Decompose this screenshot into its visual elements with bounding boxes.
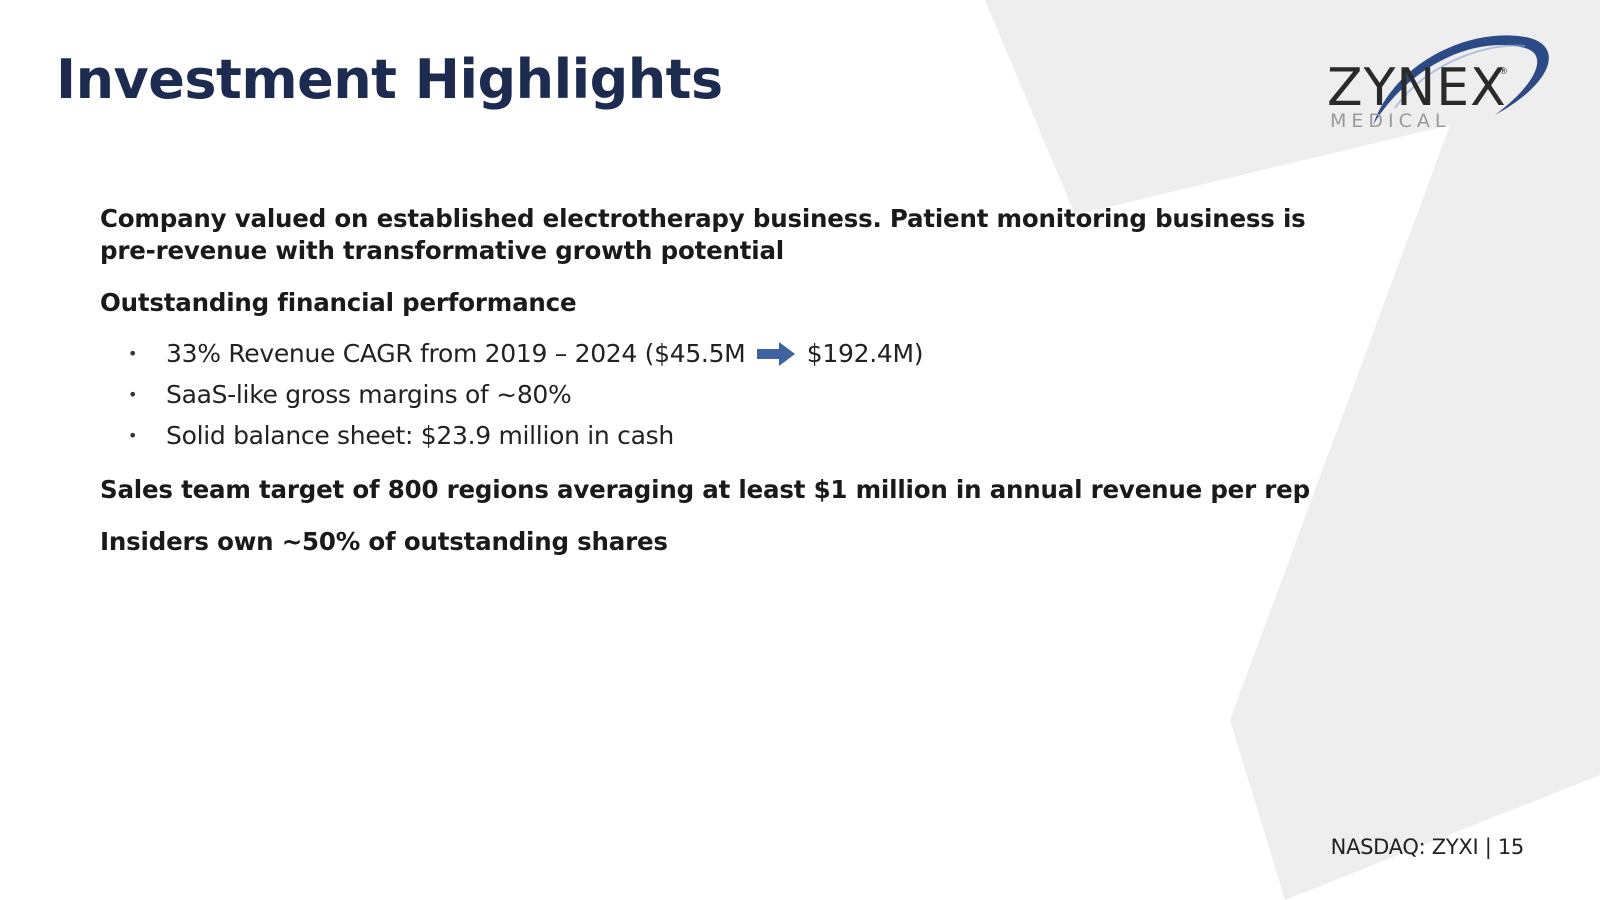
bullet-item: • SaaS-like gross margins of ~80% — [100, 374, 1350, 415]
zynex-medical-logo: ZYNEX ® MEDICAL — [1325, 30, 1565, 140]
bullet-dot: • — [128, 385, 138, 404]
highlight-heading: Sales team target of 800 regions averagi… — [100, 475, 1310, 504]
bullet-dot: • — [128, 344, 138, 363]
highlight-heading: Outstanding financial performance — [100, 288, 577, 317]
slide-title: Investment Highlights — [56, 48, 723, 111]
highlight-heading: Company valued on established electrothe… — [100, 204, 1306, 265]
right-arrow-icon — [757, 342, 796, 366]
financial-bullets: • 33% Revenue CAGR from 2019 – 2024 ($45… — [100, 333, 1350, 456]
bullet-dot: • — [128, 426, 138, 445]
bullet-item: • Solid balance sheet: $23.9 million in … — [100, 415, 1350, 456]
footer-ticker-page-number: NASDAQ: ZYXI | 15 — [1330, 835, 1525, 859]
logo-subtitle-text: MEDICAL — [1330, 110, 1450, 132]
highlights-list: Company valued on established electrothe… — [100, 203, 1350, 578]
highlight-heading: Insiders own ~50% of outstanding shares — [100, 527, 668, 556]
svg-text:®: ® — [1499, 67, 1508, 77]
bullet-item: • 33% Revenue CAGR from 2019 – 2024 ($45… — [100, 333, 1350, 374]
logo-brand-text: ZYNEX — [1327, 58, 1507, 118]
